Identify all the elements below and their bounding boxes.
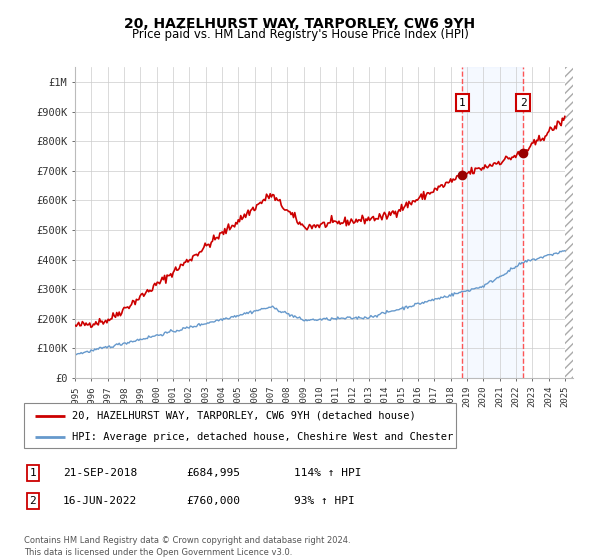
Text: 93% ↑ HPI: 93% ↑ HPI <box>294 496 355 506</box>
Bar <box>565 67 573 378</box>
Bar <box>565 67 573 378</box>
Text: HPI: Average price, detached house, Cheshire West and Chester: HPI: Average price, detached house, Ches… <box>71 432 453 442</box>
Text: 20, HAZELHURST WAY, TARPORLEY, CW6 9YH (detached house): 20, HAZELHURST WAY, TARPORLEY, CW6 9YH (… <box>71 410 415 421</box>
Text: 21-SEP-2018: 21-SEP-2018 <box>63 468 137 478</box>
Text: Price paid vs. HM Land Registry's House Price Index (HPI): Price paid vs. HM Land Registry's House … <box>131 28 469 41</box>
FancyBboxPatch shape <box>24 403 456 448</box>
Text: 20, HAZELHURST WAY, TARPORLEY, CW6 9YH: 20, HAZELHURST WAY, TARPORLEY, CW6 9YH <box>124 17 476 31</box>
Text: 16-JUN-2022: 16-JUN-2022 <box>63 496 137 506</box>
Text: Contains HM Land Registry data © Crown copyright and database right 2024.
This d: Contains HM Land Registry data © Crown c… <box>24 536 350 557</box>
Text: 2: 2 <box>29 496 37 506</box>
Text: 1: 1 <box>29 468 37 478</box>
Text: £684,995: £684,995 <box>186 468 240 478</box>
Text: 1: 1 <box>459 97 466 108</box>
Text: £760,000: £760,000 <box>186 496 240 506</box>
Text: 114% ↑ HPI: 114% ↑ HPI <box>294 468 361 478</box>
Bar <box>462 67 523 378</box>
Text: 2: 2 <box>520 97 527 108</box>
